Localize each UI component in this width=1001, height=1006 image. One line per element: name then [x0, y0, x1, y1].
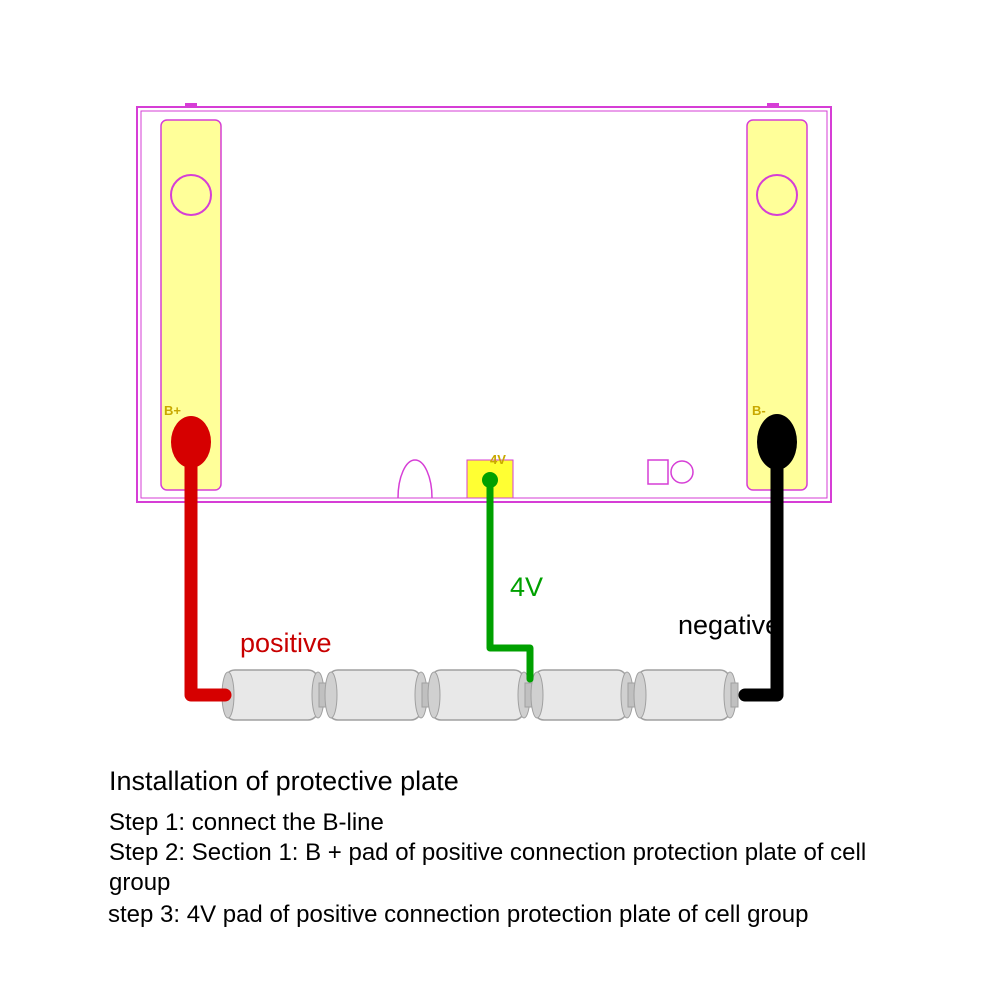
positive-label: positive [240, 628, 332, 659]
instructions-heading: Installation of protective plate [109, 766, 459, 797]
step-2-text: Step 2: Section 1: B + pad of positive c… [109, 838, 899, 898]
step-3-text: step 3: 4V pad of positive connection pr… [108, 900, 898, 930]
tap-4v-label: 4V [510, 572, 543, 603]
negative-label: negative [678, 610, 780, 641]
step-1-text: Step 1: connect the B-line [109, 808, 899, 838]
tap-4v-pad-label: 4V [490, 452, 506, 467]
b-plus-pad-label: B+ [164, 403, 181, 418]
b-minus-pad-label: B- [752, 403, 766, 418]
